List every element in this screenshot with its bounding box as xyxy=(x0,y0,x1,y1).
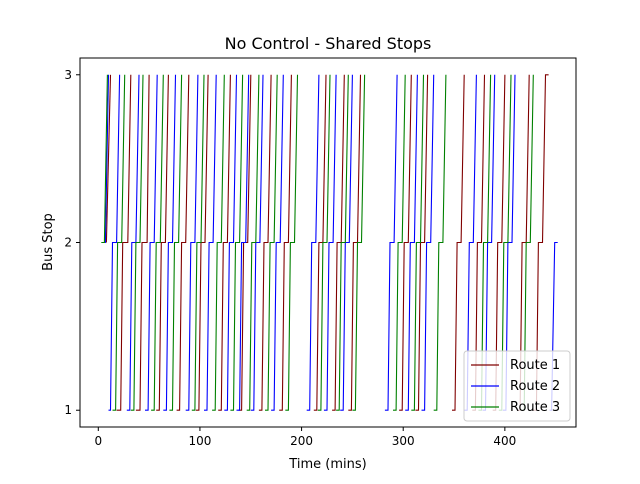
series-line xyxy=(323,74,337,411)
series-line xyxy=(258,74,272,411)
series-line xyxy=(151,74,164,411)
legend-label: Route 2 xyxy=(510,379,560,394)
series-line xyxy=(169,74,183,411)
series-line xyxy=(156,74,169,411)
series-line xyxy=(112,74,126,411)
series-line xyxy=(279,74,292,411)
legend: Route 1 Route 2 Route 3 xyxy=(463,350,571,422)
series-line xyxy=(130,74,144,411)
x-axis-label: Time (mins) xyxy=(288,457,366,472)
series-line xyxy=(135,74,150,411)
series-line xyxy=(285,74,299,411)
series-line xyxy=(332,74,345,411)
series-line xyxy=(230,74,244,411)
series-line xyxy=(348,74,362,411)
legend-label: Route 3 xyxy=(510,400,560,415)
series-line xyxy=(204,74,217,411)
legend-box xyxy=(463,350,571,422)
series-line xyxy=(411,74,425,411)
y-tick-label: 2 xyxy=(64,236,72,250)
y-axis-label: Bus Stop xyxy=(41,213,56,271)
series-line xyxy=(265,74,278,411)
y-tick-label: 1 xyxy=(64,403,72,417)
series-line xyxy=(271,74,284,411)
series-line xyxy=(399,74,412,411)
plot-lines xyxy=(101,74,558,411)
series-line xyxy=(352,74,366,411)
series-line xyxy=(176,74,190,411)
series-line xyxy=(313,74,327,411)
series-line xyxy=(336,74,349,411)
series-line xyxy=(126,74,140,411)
series-line xyxy=(224,74,238,411)
y-axis: 1 2 3 xyxy=(64,68,80,417)
series-line xyxy=(421,74,435,411)
x-tick-label: 100 xyxy=(188,434,211,448)
series-line xyxy=(317,74,331,411)
series-line xyxy=(108,74,121,411)
series-line xyxy=(306,74,320,411)
x-tick-label: 200 xyxy=(290,434,313,448)
x-tick-label: 300 xyxy=(392,434,415,448)
series-line xyxy=(246,74,260,411)
series-line xyxy=(433,74,447,411)
series-line xyxy=(185,74,199,411)
series-line xyxy=(105,74,112,243)
x-axis: 0 100 200 300 400 xyxy=(94,427,516,448)
series-line xyxy=(145,74,158,411)
series-line xyxy=(236,74,250,411)
series-line xyxy=(101,74,108,244)
series-route-2 xyxy=(103,74,558,411)
series-line xyxy=(191,74,205,411)
series-line xyxy=(218,74,231,411)
series-line xyxy=(212,74,225,411)
series-line xyxy=(384,74,398,411)
chart-title: No Control - Shared Stops xyxy=(225,34,432,53)
series-line xyxy=(163,74,177,411)
y-tick-label: 3 xyxy=(64,68,72,82)
series-line xyxy=(452,74,465,411)
x-tick-label: 400 xyxy=(493,434,516,448)
series-line xyxy=(116,74,132,411)
series-line xyxy=(405,74,418,411)
x-tick-label: 0 xyxy=(94,434,102,448)
legend-label: Route 1 xyxy=(510,358,560,373)
series-line xyxy=(393,74,406,411)
